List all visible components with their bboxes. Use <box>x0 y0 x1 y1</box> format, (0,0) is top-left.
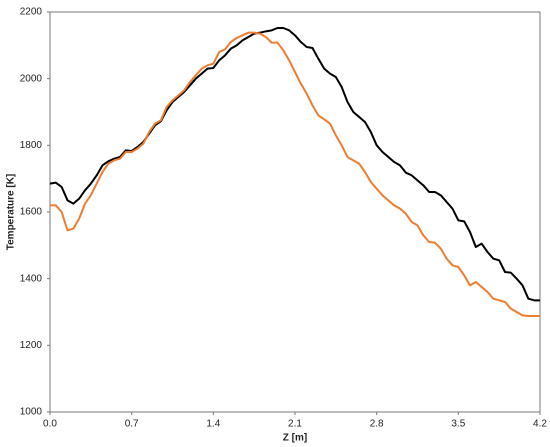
y-tick-label: 2000 <box>20 73 43 84</box>
y-tick-label: 1200 <box>20 340 43 351</box>
x-tick-label: 1.4 <box>206 419 220 430</box>
x-tick-label: 3.5 <box>451 419 465 430</box>
series-line <box>50 31 540 317</box>
x-tick-label: 4.2 <box>533 419 547 430</box>
x-tick-label: 0.0 <box>43 419 57 430</box>
y-tick-label: 2200 <box>20 7 43 18</box>
y-tick-label: 1000 <box>20 407 43 418</box>
y-tick-label: 1600 <box>20 207 43 218</box>
y-axis-title: Temperature [K] <box>6 174 17 251</box>
x-tick-label: 2.1 <box>288 419 302 430</box>
y-tick-label: 1800 <box>20 140 43 151</box>
x-axis-title: Z [m] <box>283 433 307 444</box>
x-tick-label: 0.7 <box>125 419 139 430</box>
x-tick-label: 2.8 <box>370 419 384 430</box>
y-tick-label: 1400 <box>20 273 43 284</box>
series-line <box>49 27 540 302</box>
